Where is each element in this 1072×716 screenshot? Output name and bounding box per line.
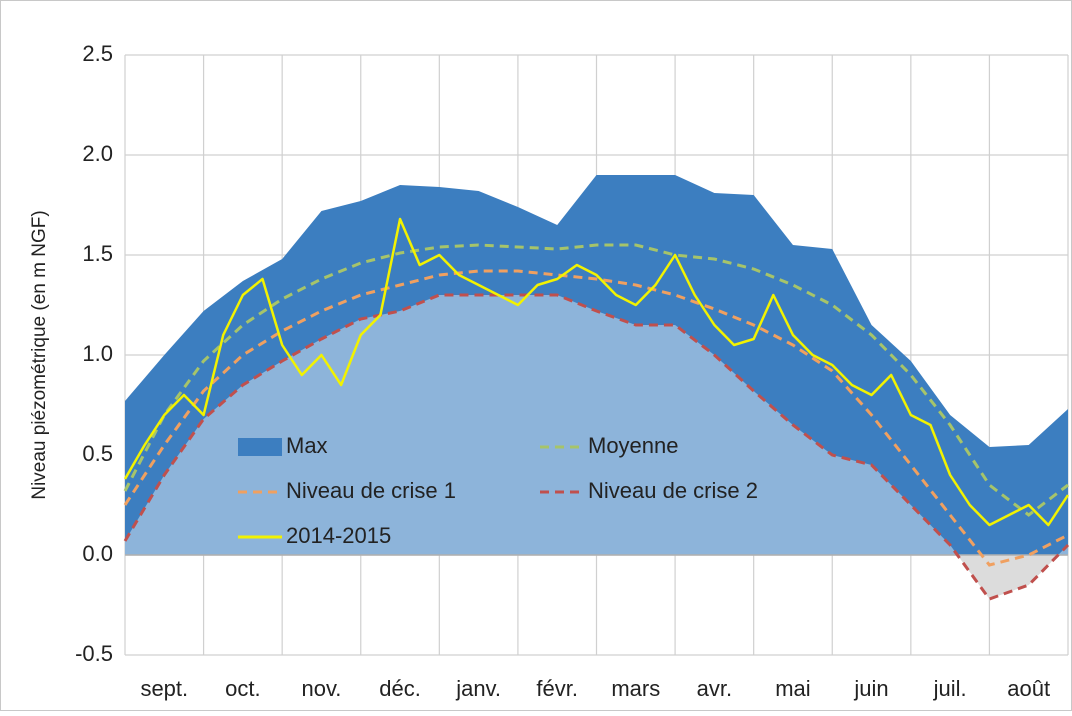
x-tick-label: avr. <box>697 676 732 701</box>
x-tick-label: juin <box>853 676 888 701</box>
x-tick-label: déc. <box>379 676 421 701</box>
dashed-line <box>123 243 1069 517</box>
y-tick-label: 0.0 <box>82 541 113 566</box>
legend-label: Niveau de crise 1 <box>286 478 456 503</box>
y-tick-label: 1.0 <box>82 341 113 366</box>
y-tick-label: 0.5 <box>82 441 113 466</box>
y-tick-label: 2.0 <box>82 141 113 166</box>
x-tick-label: juil. <box>933 676 967 701</box>
x-tick-label: sept. <box>140 676 188 701</box>
legend-label: 2014-2015 <box>286 523 391 548</box>
x-tick-label: mars <box>611 676 660 701</box>
area-fill <box>125 295 1068 555</box>
x-tick-label: oct. <box>225 676 260 701</box>
y-tick-label: 1.5 <box>82 241 113 266</box>
legend-label: Niveau de crise 2 <box>588 478 758 503</box>
x-tick-label: mai <box>775 676 810 701</box>
x-tick-label: nov. <box>301 676 341 701</box>
y-tick-label: 2.5 <box>82 41 113 66</box>
legend-swatch <box>238 438 282 456</box>
y-axis-label: Niveau piézométrique (en m NGF) <box>29 210 50 499</box>
dashed-line <box>123 293 1070 601</box>
dashed-line <box>123 269 1069 567</box>
x-tick-label: janv. <box>455 676 501 701</box>
line <box>123 217 1070 527</box>
legend-label: Moyenne <box>588 433 679 458</box>
x-tick-label: août <box>1007 676 1050 701</box>
y-tick-label: -0.5 <box>75 641 113 666</box>
legend-label: Max <box>286 433 328 458</box>
x-tick-label: févr. <box>536 676 578 701</box>
area-fill-negative <box>125 555 1068 599</box>
